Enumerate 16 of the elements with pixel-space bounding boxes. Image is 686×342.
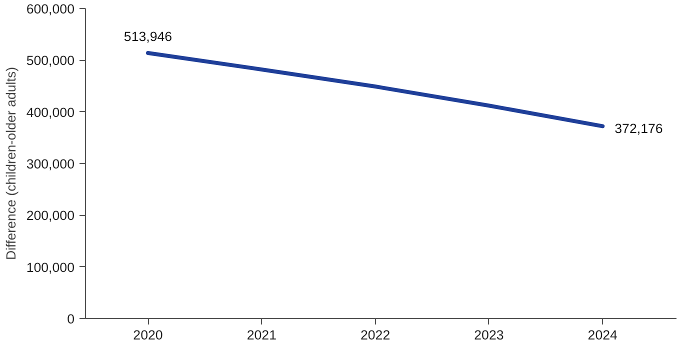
y-axis-title: Difference (children-older adults) — [3, 66, 18, 260]
line-series — [146, 50, 605, 128]
x-tick-label: 2024 — [588, 328, 618, 342]
y-tick-label: 200,000 — [26, 208, 75, 224]
data-label: 372,176 — [614, 121, 663, 136]
y-tick-label: 600,000 — [26, 2, 75, 16]
x-tick-label: 2023 — [474, 328, 504, 342]
x-tick-label: 2022 — [360, 328, 390, 342]
y-tick-label: 0 — [67, 312, 75, 326]
y-tick-label: 100,000 — [26, 260, 75, 275]
y-tick-label: 400,000 — [26, 104, 75, 120]
y-tick-label: 300,000 — [26, 156, 75, 172]
data-label: 513,946 — [124, 28, 172, 44]
y-tick-label: 500,000 — [26, 53, 75, 68]
x-tick-label: 2020 — [133, 328, 163, 342]
x-tick-label: 2021 — [246, 328, 276, 342]
